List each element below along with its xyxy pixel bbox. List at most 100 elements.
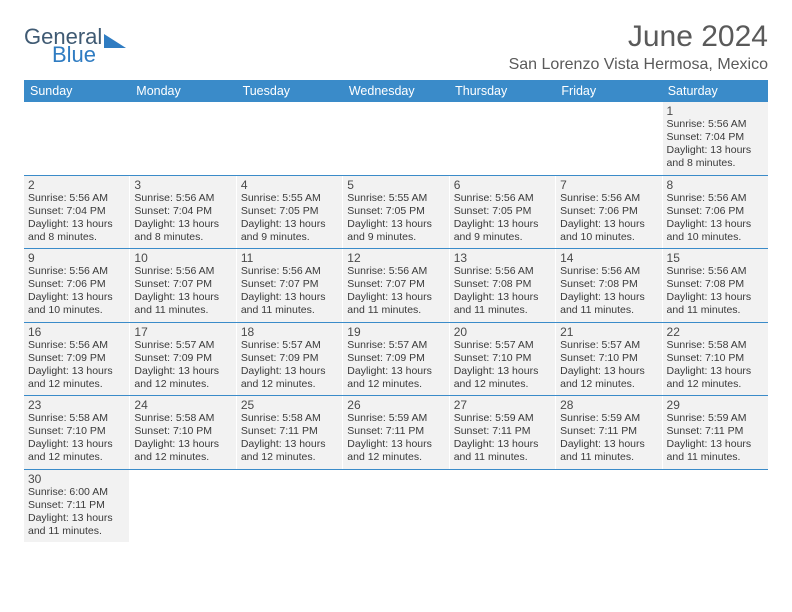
calendar-cell: 11Sunrise: 5:56 AMSunset: 7:07 PMDayligh… (237, 249, 343, 322)
sunrise-text: Sunrise: 6:00 AM (28, 486, 125, 499)
day-info: Sunrise: 5:56 AMSunset: 7:08 PMDaylight:… (454, 265, 551, 318)
daylight-text: and 11 minutes. (667, 304, 764, 317)
daylight-text: and 11 minutes. (560, 304, 657, 317)
daylight-text: and 12 minutes. (28, 451, 125, 464)
calendar-week: 23Sunrise: 5:58 AMSunset: 7:10 PMDayligh… (24, 396, 768, 470)
sunrise-text: Sunrise: 5:56 AM (667, 192, 764, 205)
calendar-week: 16Sunrise: 5:56 AMSunset: 7:09 PMDayligh… (24, 323, 768, 397)
day-number: 18 (241, 325, 338, 339)
calendar-cell: 8Sunrise: 5:56 AMSunset: 7:06 PMDaylight… (663, 176, 768, 249)
day-number: 17 (134, 325, 231, 339)
weekday-label: Monday (130, 80, 236, 102)
day-number: 14 (560, 251, 657, 265)
day-number: 4 (241, 178, 338, 192)
day-info: Sunrise: 5:57 AMSunset: 7:10 PMDaylight:… (454, 339, 551, 392)
calendar-cell: 10Sunrise: 5:56 AMSunset: 7:07 PMDayligh… (130, 249, 236, 322)
daylight-text: Daylight: 13 hours (454, 365, 551, 378)
day-info: Sunrise: 5:56 AMSunset: 7:08 PMDaylight:… (667, 265, 764, 318)
calendar-body: 1Sunrise: 5:56 AMSunset: 7:04 PMDaylight… (24, 102, 768, 542)
daylight-text: and 11 minutes. (347, 304, 444, 317)
day-number: 8 (667, 178, 764, 192)
daylight-text: Daylight: 13 hours (667, 218, 764, 231)
sunrise-text: Sunrise: 5:58 AM (241, 412, 338, 425)
calendar-cell: 24Sunrise: 5:58 AMSunset: 7:10 PMDayligh… (130, 396, 236, 469)
day-number: 21 (560, 325, 657, 339)
sunrise-text: Sunrise: 5:56 AM (28, 339, 125, 352)
day-number: 6 (454, 178, 551, 192)
sunset-text: Sunset: 7:10 PM (667, 352, 764, 365)
daylight-text: and 11 minutes. (454, 304, 551, 317)
daylight-text: and 10 minutes. (560, 231, 657, 244)
calendar-cell: 1Sunrise: 5:56 AMSunset: 7:04 PMDaylight… (663, 102, 768, 175)
day-number: 28 (560, 398, 657, 412)
calendar-cell: 23Sunrise: 5:58 AMSunset: 7:10 PMDayligh… (24, 396, 130, 469)
sunrise-text: Sunrise: 5:56 AM (560, 192, 657, 205)
month-title: June 2024 (509, 20, 768, 54)
calendar-cell: 6Sunrise: 5:56 AMSunset: 7:05 PMDaylight… (450, 176, 556, 249)
daylight-text: and 8 minutes. (28, 231, 125, 244)
calendar-cell-empty (24, 102, 130, 175)
day-info: Sunrise: 5:59 AMSunset: 7:11 PMDaylight:… (560, 412, 657, 465)
day-number: 29 (667, 398, 764, 412)
sunrise-text: Sunrise: 5:59 AM (347, 412, 444, 425)
daylight-text: Daylight: 13 hours (667, 438, 764, 451)
sunrise-text: Sunrise: 5:55 AM (347, 192, 444, 205)
sunset-text: Sunset: 7:08 PM (454, 278, 551, 291)
sunset-text: Sunset: 7:11 PM (28, 499, 125, 512)
weekday-label: Sunday (24, 80, 130, 102)
daylight-text: Daylight: 13 hours (134, 218, 231, 231)
sunset-text: Sunset: 7:08 PM (667, 278, 764, 291)
sunrise-text: Sunrise: 5:58 AM (28, 412, 125, 425)
day-number: 11 (241, 251, 338, 265)
day-number: 16 (28, 325, 125, 339)
daylight-text: Daylight: 13 hours (667, 365, 764, 378)
sunset-text: Sunset: 7:06 PM (28, 278, 125, 291)
calendar-cell-empty (450, 470, 556, 543)
daylight-text: and 11 minutes. (560, 451, 657, 464)
day-number: 2 (28, 178, 125, 192)
sunset-text: Sunset: 7:11 PM (347, 425, 444, 438)
day-number: 30 (28, 472, 125, 486)
day-number: 12 (347, 251, 444, 265)
day-number: 25 (241, 398, 338, 412)
daylight-text: Daylight: 13 hours (560, 218, 657, 231)
logo-flag-icon (104, 34, 126, 48)
sunset-text: Sunset: 7:11 PM (560, 425, 657, 438)
calendar-cell: 22Sunrise: 5:58 AMSunset: 7:10 PMDayligh… (663, 323, 768, 396)
day-info: Sunrise: 5:56 AMSunset: 7:05 PMDaylight:… (454, 192, 551, 245)
sunset-text: Sunset: 7:09 PM (241, 352, 338, 365)
daylight-text: and 12 minutes. (241, 451, 338, 464)
day-info: Sunrise: 5:59 AMSunset: 7:11 PMDaylight:… (454, 412, 551, 465)
sunset-text: Sunset: 7:04 PM (667, 131, 764, 144)
day-number: 19 (347, 325, 444, 339)
day-number: 27 (454, 398, 551, 412)
sunrise-text: Sunrise: 5:57 AM (454, 339, 551, 352)
sunrise-text: Sunrise: 5:56 AM (28, 192, 125, 205)
calendar-cell: 7Sunrise: 5:56 AMSunset: 7:06 PMDaylight… (556, 176, 662, 249)
day-info: Sunrise: 5:56 AMSunset: 7:09 PMDaylight:… (28, 339, 125, 392)
daylight-text: and 12 minutes. (134, 451, 231, 464)
daylight-text: Daylight: 13 hours (347, 365, 444, 378)
sunrise-text: Sunrise: 5:56 AM (454, 192, 551, 205)
calendar-cell: 16Sunrise: 5:56 AMSunset: 7:09 PMDayligh… (24, 323, 130, 396)
calendar-cell: 4Sunrise: 5:55 AMSunset: 7:05 PMDaylight… (237, 176, 343, 249)
daylight-text: and 11 minutes. (667, 451, 764, 464)
day-info: Sunrise: 5:57 AMSunset: 7:09 PMDaylight:… (241, 339, 338, 392)
day-number: 7 (560, 178, 657, 192)
calendar-cell: 2Sunrise: 5:56 AMSunset: 7:04 PMDaylight… (24, 176, 130, 249)
title-block: June 2024 San Lorenzo Vista Hermosa, Mex… (509, 20, 768, 74)
calendar-cell-empty (556, 470, 662, 543)
calendar-cell: 14Sunrise: 5:56 AMSunset: 7:08 PMDayligh… (556, 249, 662, 322)
daylight-text: Daylight: 13 hours (28, 365, 125, 378)
daylight-text: Daylight: 13 hours (667, 144, 764, 157)
calendar-cell: 28Sunrise: 5:59 AMSunset: 7:11 PMDayligh… (556, 396, 662, 469)
calendar-week: 1Sunrise: 5:56 AMSunset: 7:04 PMDaylight… (24, 102, 768, 176)
day-info: Sunrise: 5:55 AMSunset: 7:05 PMDaylight:… (347, 192, 444, 245)
day-info: Sunrise: 5:58 AMSunset: 7:11 PMDaylight:… (241, 412, 338, 465)
header: General Blue June 2024 San Lorenzo Vista… (24, 20, 768, 74)
daylight-text: and 8 minutes. (134, 231, 231, 244)
daylight-text: and 11 minutes. (134, 304, 231, 317)
calendar-cell: 5Sunrise: 5:55 AMSunset: 7:05 PMDaylight… (343, 176, 449, 249)
calendar-cell: 26Sunrise: 5:59 AMSunset: 7:11 PMDayligh… (343, 396, 449, 469)
sunset-text: Sunset: 7:09 PM (28, 352, 125, 365)
